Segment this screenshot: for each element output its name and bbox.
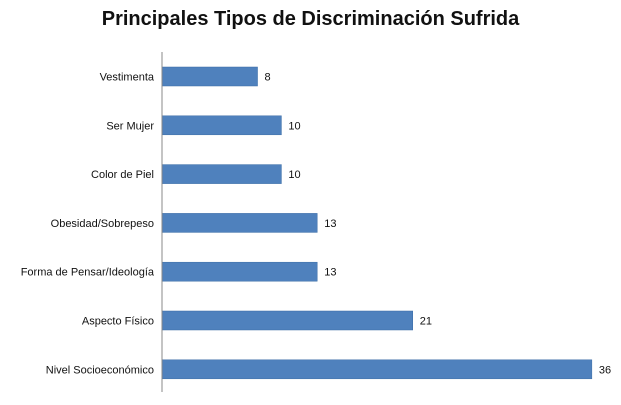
value-label: 8 [265,72,271,84]
value-label: 13 [324,218,336,230]
value-label: 10 [288,120,300,132]
bar-6 [161,310,413,331]
category-label: Obesidad/Sobrepeso [51,218,154,230]
value-label: 10 [288,169,300,181]
bar-3 [161,164,282,184]
category-label: Forma de Pensar/Ideología [21,267,155,279]
category-label: Vestimenta [100,72,155,84]
bar-5 [161,261,318,282]
labels-group: Vestimenta 8 Ser Mujer 10 Color de Piel 10 Obe… [21,72,611,377]
category-label: Color de Piel [91,169,154,181]
category-label: Aspecto Físico [82,316,154,328]
value-label: 21 [420,316,432,328]
bar-2 [161,115,282,136]
bars-group [161,66,593,380]
bar-4 [161,213,318,233]
category-label: Ser Mujer [106,120,154,132]
category-label: Nivel Socioeconómico [46,364,154,376]
value-label: 36 [599,364,611,376]
chart-title: Principales Tipos de Discriminación Sufr… [101,8,520,30]
value-label: 13 [324,267,336,279]
bar-1 [161,66,258,87]
bar-7 [161,359,593,380]
